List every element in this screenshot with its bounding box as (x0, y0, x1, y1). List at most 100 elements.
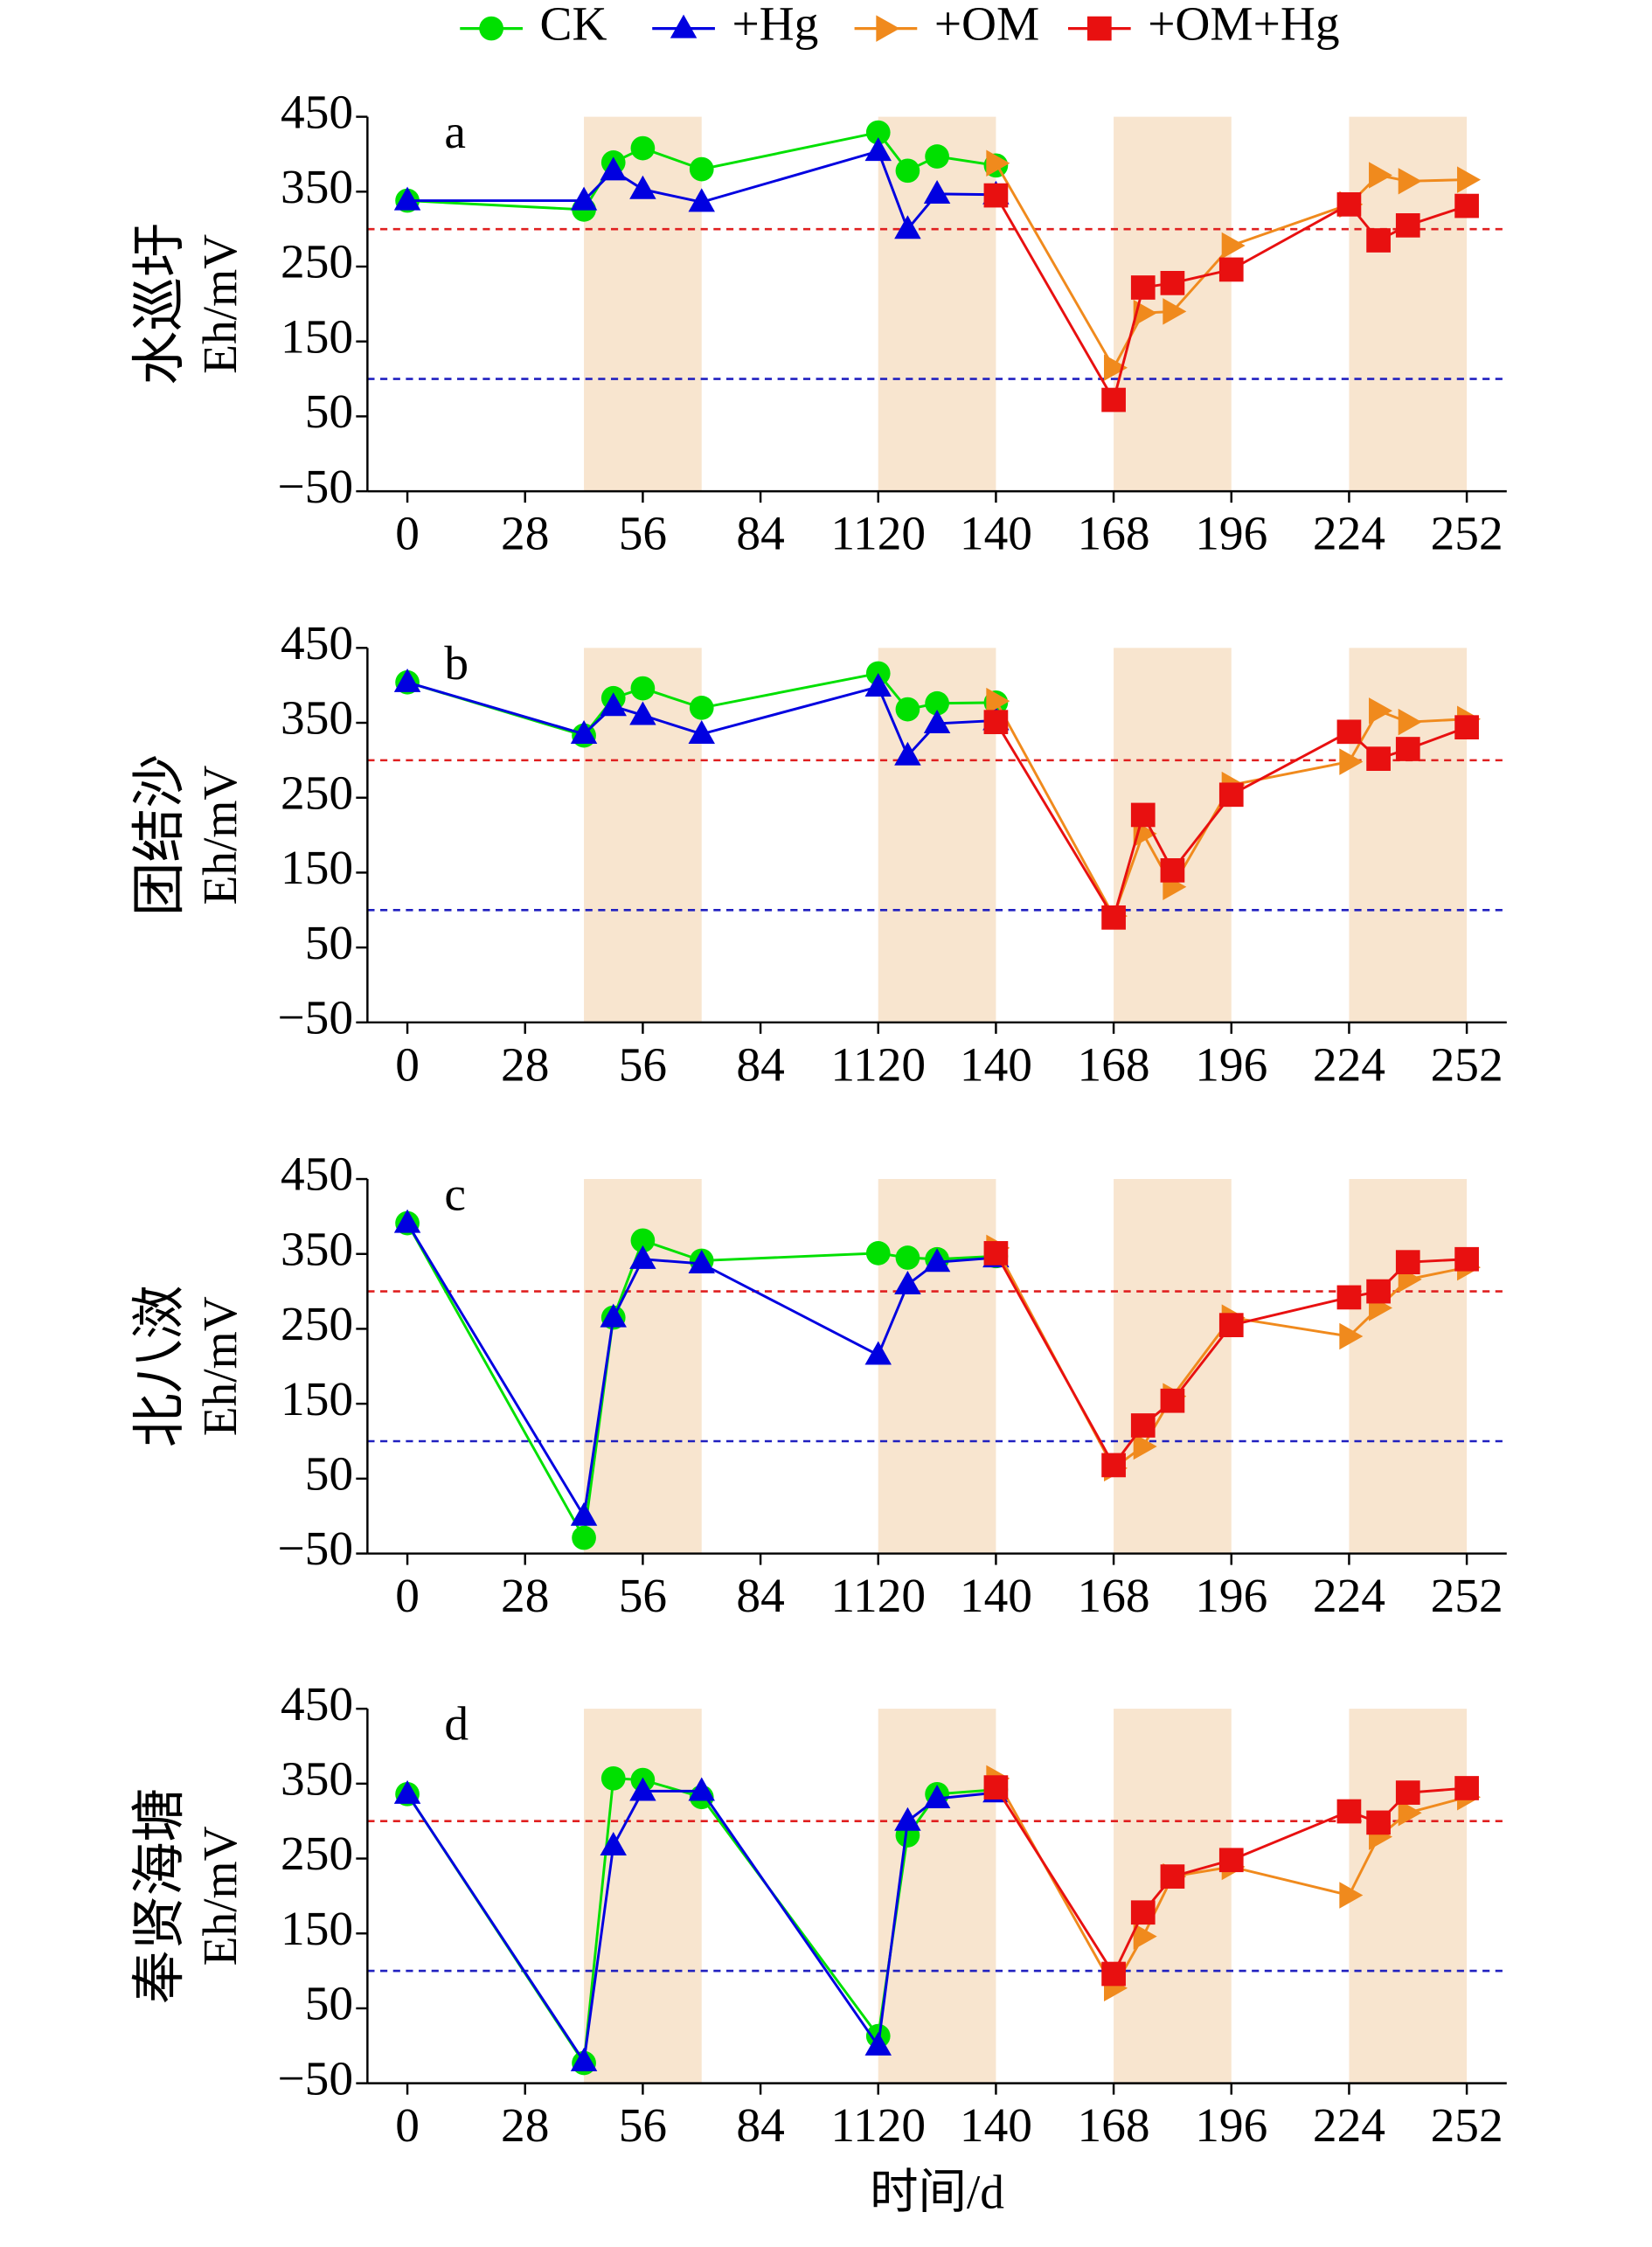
marker (986, 149, 1010, 177)
x-tick-label: 84 (736, 1037, 784, 1091)
y-tick-label: 250 (281, 766, 353, 819)
marker (600, 692, 627, 717)
y-tick-label: 50 (305, 1977, 353, 2030)
marker (629, 701, 656, 725)
y-tick-label: 450 (281, 85, 353, 138)
marker (689, 696, 714, 720)
marker (1160, 271, 1185, 295)
y-tick-label: 350 (281, 1222, 353, 1275)
y-tick-label: 50 (305, 1447, 353, 1501)
legend-marker (479, 16, 503, 41)
marker (1339, 748, 1364, 775)
y-tick-label: 50 (305, 385, 353, 438)
x-tick-label: 252 (1431, 1037, 1503, 1091)
marker (1336, 1285, 1362, 1310)
marker (688, 1777, 715, 1801)
marker (1366, 228, 1391, 253)
marker (983, 1775, 1009, 1800)
marker (688, 188, 715, 212)
y-tick-label: 350 (281, 160, 353, 213)
y-axis-label: Eh/mV (193, 234, 246, 374)
marker (1336, 1799, 1362, 1824)
marker (570, 2047, 598, 2071)
marker (864, 137, 892, 162)
y-tick-label: 250 (281, 235, 353, 288)
marker (864, 1341, 892, 1365)
x-tick-label: 168 (1078, 1037, 1150, 1091)
marker (1218, 1313, 1244, 1338)
legend-marker (876, 15, 900, 42)
marker (1454, 193, 1479, 218)
marker (1395, 1780, 1420, 1805)
marker (1130, 275, 1156, 300)
shaded-region (1349, 1179, 1468, 1554)
legend-label: CK (540, 0, 607, 50)
x-tick-label: 224 (1313, 1569, 1385, 1622)
y-tick-label: 250 (281, 1827, 353, 1880)
site-label: 水巡圩 (130, 223, 190, 385)
marker (1160, 858, 1185, 883)
x-tick-label: 140 (960, 2098, 1032, 2152)
x-tick-label: 56 (619, 1037, 667, 1091)
y-tick-label: −50 (277, 1522, 353, 1575)
marker (1339, 1322, 1364, 1350)
marker (393, 1209, 421, 1233)
x-tick-label: 56 (619, 2098, 667, 2152)
marker (1395, 737, 1420, 761)
y-tick-label: 250 (281, 1297, 353, 1350)
marker (895, 1245, 920, 1270)
marker (1101, 1961, 1126, 1987)
marker (393, 186, 421, 211)
y-tick-label: 450 (281, 1148, 353, 1201)
y-tick-label: 350 (281, 691, 353, 745)
x-tick-label: 1120 (830, 1037, 926, 1091)
marker (923, 1785, 951, 1809)
marker (393, 1779, 421, 1804)
marker (1336, 192, 1362, 217)
marker (1221, 232, 1246, 260)
y-tick-label: −50 (277, 2051, 353, 2105)
marker (1369, 162, 1393, 189)
x-tick-label: 28 (501, 2098, 549, 2152)
y-tick-label: 150 (281, 841, 353, 894)
panel-label: a (444, 105, 466, 158)
marker (570, 719, 598, 744)
marker (570, 186, 598, 211)
shaded-region (1349, 648, 1468, 1023)
marker (1369, 697, 1393, 725)
marker (570, 1501, 598, 1526)
x-tick-label: 140 (960, 507, 1032, 560)
marker (600, 1832, 627, 1856)
marker (572, 1525, 596, 1550)
marker (1339, 1882, 1364, 1909)
marker (1130, 802, 1156, 828)
y-tick-label: −50 (277, 460, 353, 513)
y-tick-label: 50 (305, 916, 353, 969)
marker (1101, 905, 1126, 930)
marker (629, 1777, 656, 1801)
marker (600, 1765, 626, 1791)
y-axis-label: Eh/mV (193, 1826, 246, 1966)
marker (865, 120, 891, 145)
x-tick-label: 196 (1195, 507, 1267, 560)
legend-label: +OM+Hg (1148, 0, 1339, 50)
shaded-region (1114, 1709, 1232, 2084)
x-tick-label: 168 (1078, 2098, 1150, 2152)
site-label: 奉贤海塘 (130, 1788, 190, 2005)
marker (983, 183, 1009, 208)
marker (1366, 1810, 1391, 1835)
shaded-region (584, 116, 702, 492)
y-tick-label: 150 (281, 1372, 353, 1425)
marker (393, 668, 421, 692)
x-tick-label: 1120 (830, 1569, 926, 1622)
marker (865, 1241, 891, 1266)
marker (1395, 1250, 1420, 1275)
x-tick-label: 84 (736, 1569, 784, 1622)
x-tick-label: 224 (1313, 507, 1385, 560)
shaded-region (1114, 1179, 1232, 1554)
marker (1133, 1923, 1157, 1950)
marker (629, 1245, 656, 1269)
site-label: 团结沙 (130, 754, 190, 917)
y-tick-label: −50 (277, 991, 353, 1044)
marker (1101, 1453, 1126, 1478)
